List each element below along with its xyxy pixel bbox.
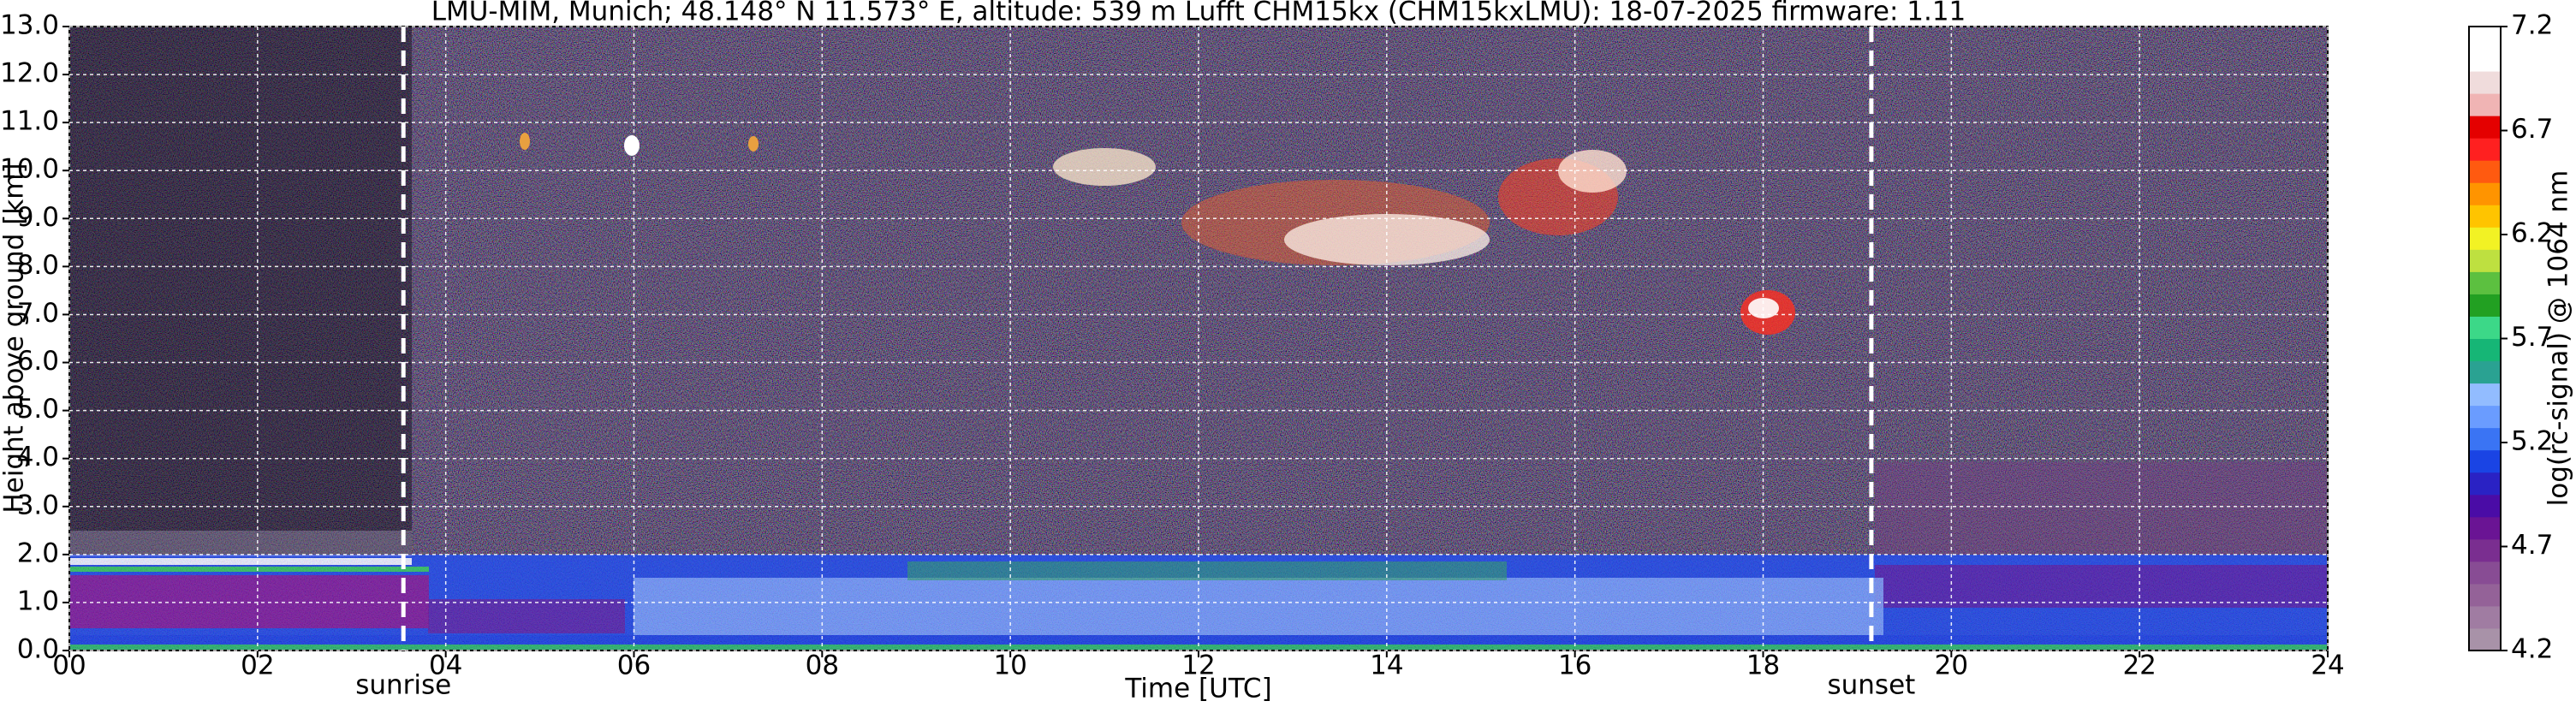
y-tick-label: 6.0 bbox=[17, 346, 59, 377]
y-tick-label: 0.0 bbox=[17, 634, 59, 665]
y-tick-label: 1.0 bbox=[17, 585, 59, 616]
colorbar-segment bbox=[2469, 472, 2501, 496]
colorbar-segment bbox=[2469, 27, 2501, 50]
y-tick-label: 11.0 bbox=[0, 106, 59, 137]
x-tick-label: 20 bbox=[1935, 651, 1968, 681]
colorbar-segment bbox=[2469, 561, 2501, 585]
colorbar-segment bbox=[2469, 294, 2501, 317]
chart-title: LMU-MIM, Munich; 48.148° N 11.573° E, al… bbox=[431, 0, 1966, 27]
colorbar-segment bbox=[2469, 338, 2501, 362]
y-tick-label: 2.0 bbox=[17, 538, 59, 568]
colorbar-tick-label: 6.7 bbox=[2511, 114, 2553, 145]
colorbar-segment bbox=[2469, 516, 2501, 540]
annotation-label: sunset bbox=[1827, 670, 1915, 701]
x-tick-label: 18 bbox=[1746, 651, 1780, 681]
colorbar-tick-label: 6.2 bbox=[2511, 218, 2553, 249]
y-tick-label: 7.0 bbox=[17, 298, 59, 329]
colorbar-segment bbox=[2469, 449, 2501, 473]
x-tick-label: 12 bbox=[1181, 651, 1215, 681]
y-axis-label: Height above ground [km] bbox=[0, 163, 30, 513]
colorbar-segment bbox=[2469, 49, 2501, 72]
x-axis-label: Time [UTC] bbox=[1124, 674, 1271, 704]
colorbar-segment bbox=[2469, 405, 2501, 429]
colorbar-segment bbox=[2469, 605, 2501, 629]
colorbar-tick-label: 7.2 bbox=[2511, 10, 2553, 41]
colorbar-segment bbox=[2469, 205, 2501, 228]
colorbar-label: log(rc-signal) @ 1064 nm bbox=[2543, 170, 2574, 507]
x-tick-label: 04 bbox=[429, 651, 462, 681]
colorbar-segment bbox=[2469, 627, 2501, 651]
annotation-label: sunrise bbox=[355, 670, 451, 701]
x-tick-label: 02 bbox=[241, 651, 274, 681]
colorbar-segment bbox=[2469, 138, 2501, 161]
colorbar-segment bbox=[2469, 427, 2501, 451]
colorbar-tick-label: 5.2 bbox=[2511, 426, 2553, 457]
colorbar-segment bbox=[2469, 93, 2501, 116]
y-tick-label: 9.0 bbox=[17, 202, 59, 233]
colorbar-tick-label: 4.7 bbox=[2511, 530, 2553, 561]
colorbar-segment bbox=[2469, 116, 2501, 139]
y-tick-label: 4.0 bbox=[17, 442, 59, 472]
colorbar-segment bbox=[2469, 227, 2501, 250]
colorbar-segment bbox=[2469, 271, 2501, 294]
colorbar-tick-label: 5.7 bbox=[2511, 322, 2553, 353]
colorbar-segment bbox=[2469, 182, 2501, 205]
colorbar-segment bbox=[2469, 316, 2501, 339]
x-tick-label: 14 bbox=[1370, 651, 1403, 681]
x-tick-label: 10 bbox=[993, 651, 1026, 681]
colorbar-segment bbox=[2469, 360, 2501, 384]
y-tick-label: 5.0 bbox=[17, 394, 59, 425]
colorbar-segment bbox=[2469, 71, 2501, 94]
y-tick-label: 13.0 bbox=[0, 10, 59, 41]
x-tick-label: 16 bbox=[1558, 651, 1591, 681]
colorbar-tick-label: 4.2 bbox=[2511, 634, 2553, 665]
y-tick-label: 3.0 bbox=[17, 490, 59, 520]
x-tick-label: 22 bbox=[2122, 651, 2156, 681]
x-tick-label: 00 bbox=[52, 651, 86, 681]
colorbar-segment bbox=[2469, 160, 2501, 183]
x-tick-label: 24 bbox=[2311, 651, 2344, 681]
x-tick-label: 06 bbox=[617, 651, 651, 681]
colorbar-segment bbox=[2469, 249, 2501, 272]
colorbar-segment bbox=[2469, 583, 2501, 607]
colorbar-segment bbox=[2469, 494, 2501, 518]
colorbar-segment bbox=[2469, 538, 2501, 562]
y-tick-label: 12.0 bbox=[0, 58, 59, 89]
x-tick-label: 08 bbox=[806, 651, 839, 681]
colorbar-segment bbox=[2469, 383, 2501, 407]
y-tick-label: 10.0 bbox=[0, 154, 59, 185]
y-tick-label: 8.0 bbox=[17, 250, 59, 281]
